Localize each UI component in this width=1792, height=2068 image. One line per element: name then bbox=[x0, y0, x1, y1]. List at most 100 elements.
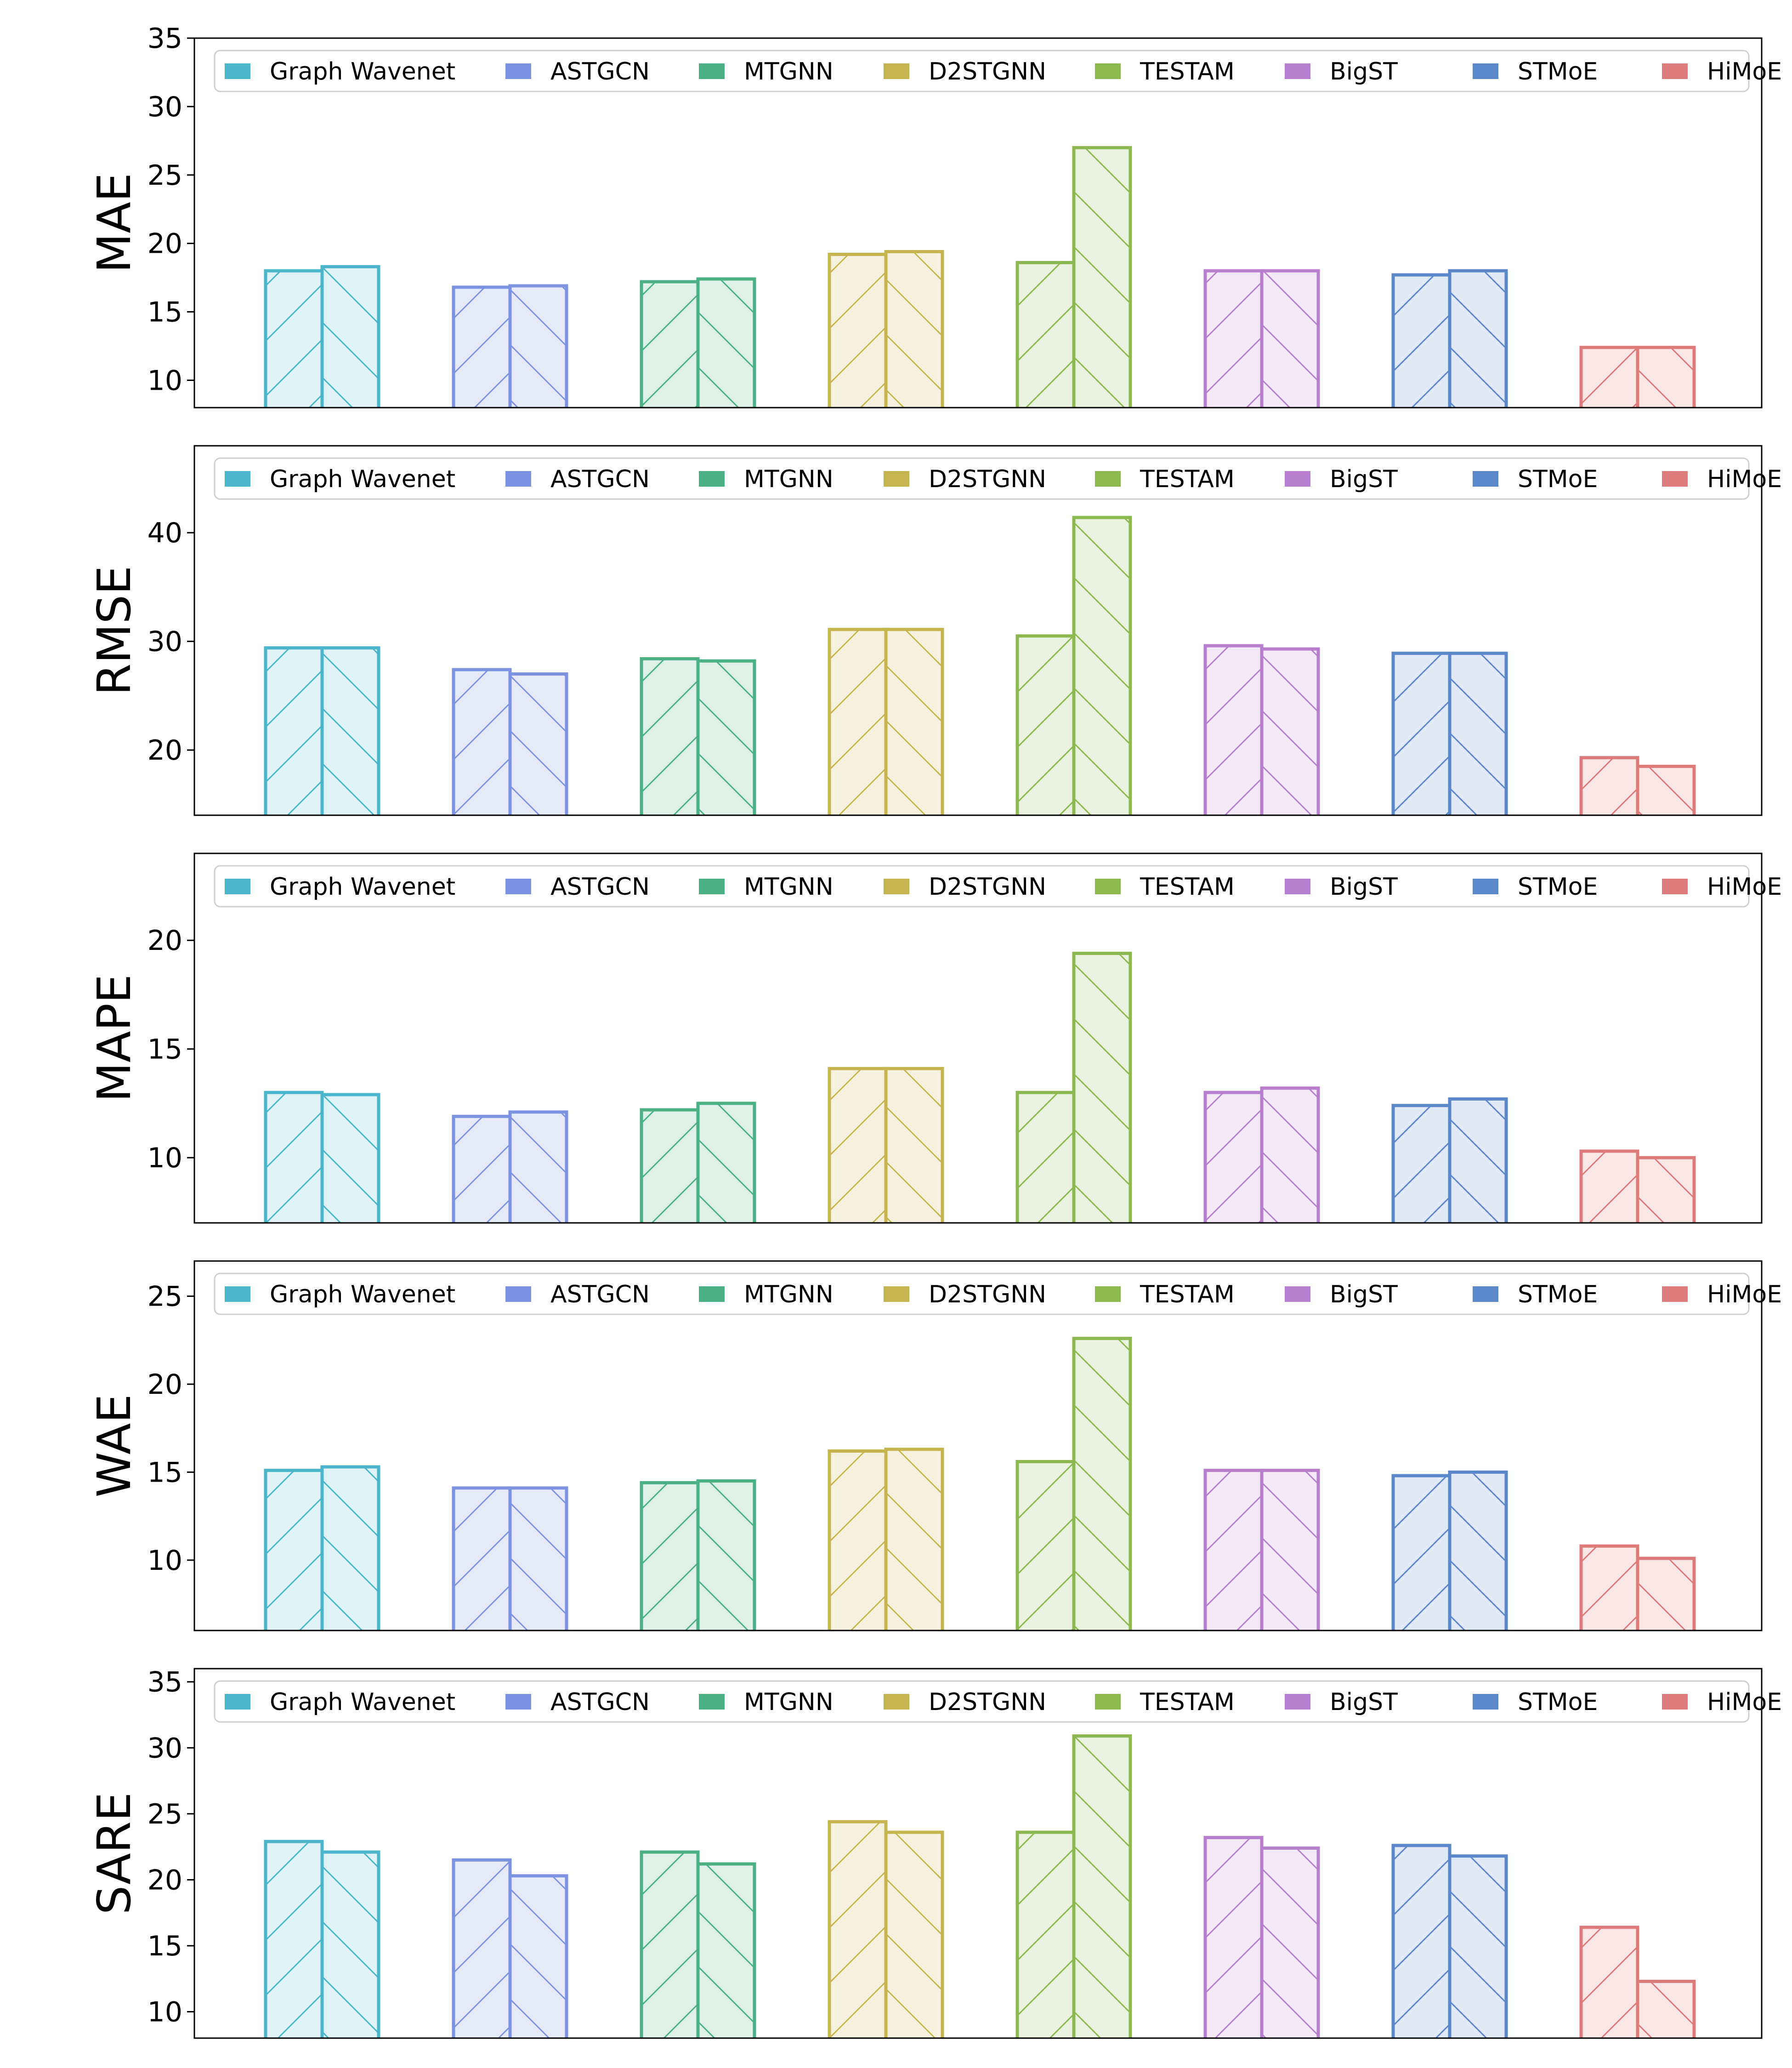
legend-rmse: Graph Wavenet ASTGCN MTGNN D2STGNN TESTAM Big… bbox=[214, 457, 1782, 500]
legend-swatch-stmoe bbox=[1473, 879, 1498, 894]
y-axis-label-mae: MAE bbox=[87, 173, 141, 273]
bar-rmse-himoe-2 bbox=[1636, 765, 1696, 815]
legend-label-bigst: BigST bbox=[1330, 1281, 1398, 1308]
legend-swatch-d2stgnn bbox=[884, 63, 909, 79]
legend-swatch-d2stgnn bbox=[884, 1694, 909, 1710]
legend-sare: Graph Wavenet ASTGCN MTGNN D2STGNN TESTAM Big… bbox=[214, 1680, 1782, 1723]
panel-mae: 10 15 20 25 30 35 MAE Graph Wavenet ASTGCN MTGNN D… bbox=[87, 23, 1782, 409]
bars-wae bbox=[264, 1336, 1696, 1631]
bar-sare-bigst-2 bbox=[1260, 1846, 1320, 2038]
legend-swatch-astgcn bbox=[505, 1286, 531, 1302]
legend-swatch-d2stgnn bbox=[884, 879, 909, 894]
y-tick-label: 25 bbox=[147, 1281, 182, 1313]
legend-swatch-bigst bbox=[1285, 63, 1310, 79]
legend-swatch-himoe bbox=[1662, 63, 1688, 79]
bar-wae-d2stgnn-1 bbox=[828, 1449, 888, 1631]
legend-swatch-stmoe bbox=[1473, 1286, 1498, 1302]
legend-label-testam: TESTAM bbox=[1140, 873, 1235, 901]
legend-label-d2stgnn: D2STGNN bbox=[929, 873, 1046, 901]
legend-label-d2stgnn: D2STGNN bbox=[929, 58, 1046, 85]
y-tick-label: 15 bbox=[147, 1930, 182, 1962]
bar-mae-bigst-2 bbox=[1260, 269, 1320, 408]
legend-swatch-testam bbox=[1095, 879, 1121, 894]
bar-mae-graph-wavenet-1 bbox=[264, 269, 324, 408]
y-tick-label: 20 bbox=[147, 734, 182, 767]
bar-rmse-bigst-2 bbox=[1260, 647, 1320, 815]
bar-sare-stmoe-1 bbox=[1391, 1844, 1452, 2038]
legend-mape: Graph Wavenet ASTGCN MTGNN D2STGNN TESTAM Big… bbox=[214, 865, 1782, 908]
legend-swatch-stmoe bbox=[1473, 63, 1498, 79]
legend-swatch-graph-wavenet bbox=[225, 1694, 250, 1710]
legend-label-bigst: BigST bbox=[1330, 58, 1398, 85]
legend-swatch-bigst bbox=[1285, 471, 1310, 487]
legend-label-astgcn: ASTGCN bbox=[550, 1688, 650, 1716]
legend-swatch-d2stgnn bbox=[884, 471, 909, 487]
legend-label-himoe: HiMoE bbox=[1707, 873, 1782, 901]
bar-mae-stmoe-1 bbox=[1391, 273, 1452, 408]
bar-mae-astgcn-2 bbox=[508, 284, 568, 408]
bar-wae-himoe-1 bbox=[1579, 1544, 1639, 1631]
axes-frame-wae bbox=[193, 1260, 1763, 1631]
y-tick-label: 15 bbox=[147, 1456, 182, 1489]
legend-label-testam: TESTAM bbox=[1140, 466, 1235, 493]
panel-sare: 10 15 20 25 30 35 SARE Graph Wavenet ASTGCN MTGNN… bbox=[87, 1666, 1782, 2039]
bars-mae bbox=[264, 146, 1696, 408]
bar-mape-himoe-1 bbox=[1579, 1149, 1639, 1223]
y-axis-label-wae: WAE bbox=[87, 1394, 141, 1498]
bar-mape-stmoe-1 bbox=[1391, 1104, 1452, 1223]
y-tick-label: 20 bbox=[147, 1369, 182, 1401]
legend-swatch-stmoe bbox=[1473, 471, 1498, 487]
bar-rmse-stmoe-1 bbox=[1391, 652, 1452, 815]
legend-swatch-mtgnn bbox=[699, 1286, 725, 1302]
legend-swatch-astgcn bbox=[505, 879, 531, 894]
y-tick-label: 15 bbox=[147, 1034, 182, 1066]
bar-mae-d2stgnn-2 bbox=[884, 250, 944, 408]
bar-sare-himoe-1 bbox=[1579, 1926, 1639, 2038]
bar-mape-graph-wavenet-2 bbox=[320, 1093, 380, 1223]
legend-swatch-himoe bbox=[1662, 1694, 1688, 1710]
legend-swatch-stmoe bbox=[1473, 1694, 1498, 1710]
bar-mape-d2stgnn-1 bbox=[828, 1067, 888, 1223]
y-tick-label: 40 bbox=[147, 517, 182, 549]
bar-sare-mtgnn-1 bbox=[640, 1850, 700, 2038]
bar-sare-graph-wavenet-2 bbox=[320, 1850, 380, 2038]
bars-sare bbox=[264, 1734, 1696, 2038]
legend-swatch-graph-wavenet bbox=[225, 63, 250, 79]
bar-sare-testam-1 bbox=[1015, 1830, 1076, 2038]
legend-swatch-graph-wavenet bbox=[225, 471, 250, 487]
y-tick-label: 35 bbox=[147, 23, 182, 55]
legend-label-graph-wavenet: Graph Wavenet bbox=[270, 1688, 455, 1716]
bars-mape bbox=[264, 952, 1696, 1223]
bar-wae-bigst-2 bbox=[1260, 1469, 1320, 1631]
bar-mae-mtgnn-1 bbox=[640, 280, 700, 408]
legend-label-graph-wavenet: Graph Wavenet bbox=[270, 58, 455, 85]
legend-box bbox=[214, 865, 1750, 908]
y-axis-label-rmse: RMSE bbox=[87, 566, 141, 695]
bar-wae-stmoe-1 bbox=[1391, 1474, 1452, 1631]
bar-sare-mtgnn-2 bbox=[696, 1862, 756, 2038]
y-tick-label: 10 bbox=[147, 364, 182, 397]
bar-wae-bigst-1 bbox=[1203, 1469, 1264, 1631]
legend-label-himoe: HiMoE bbox=[1707, 1281, 1782, 1308]
legend-label-mtgnn: MTGNN bbox=[744, 873, 834, 901]
legend-box bbox=[214, 457, 1750, 500]
y-tick-label: 20 bbox=[147, 925, 182, 957]
y-tick-label: 25 bbox=[147, 1798, 182, 1830]
bar-mae-himoe-2 bbox=[1636, 346, 1696, 408]
bar-mape-mtgnn-1 bbox=[640, 1108, 700, 1223]
bar-rmse-mtgnn-2 bbox=[696, 659, 756, 815]
bar-wae-astgcn-1 bbox=[452, 1486, 512, 1631]
legend-swatch-testam bbox=[1095, 471, 1121, 487]
bar-rmse-astgcn-1 bbox=[452, 668, 512, 815]
bar-sare-astgcn-1 bbox=[452, 1858, 512, 2038]
legend-swatch-himoe bbox=[1662, 471, 1688, 487]
legend-label-graph-wavenet: Graph Wavenet bbox=[270, 466, 455, 493]
bar-rmse-stmoe-2 bbox=[1448, 652, 1508, 815]
legend-swatch-testam bbox=[1095, 1286, 1121, 1302]
bar-sare-stmoe-2 bbox=[1448, 1854, 1508, 2038]
bar-rmse-graph-wavenet-2 bbox=[320, 646, 380, 815]
bar-mae-d2stgnn-1 bbox=[828, 252, 888, 408]
